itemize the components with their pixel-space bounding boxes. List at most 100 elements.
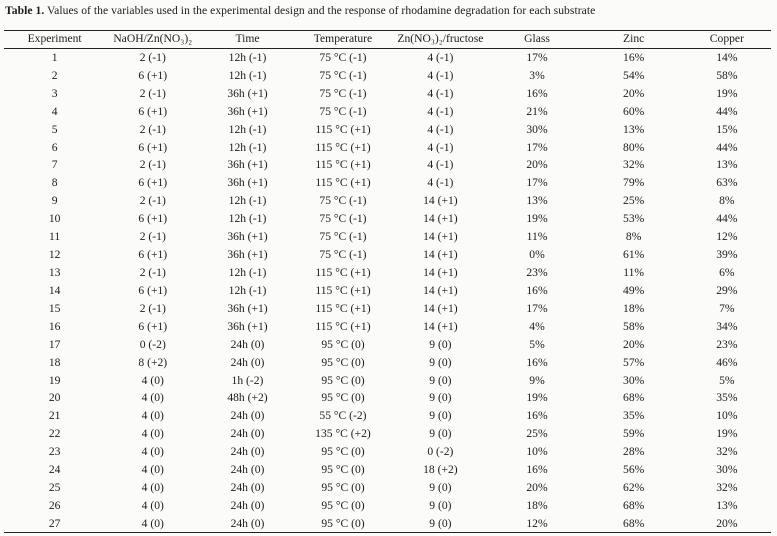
table-cell: 95 °C (0) (321, 391, 365, 405)
table-cell: 2 (-1) (139, 50, 166, 64)
table-cell: 1 (51, 50, 58, 64)
table-cell: 12h (-1) (228, 266, 267, 280)
table-cell: 9 (0) (429, 409, 452, 423)
table-cell: 6 (+1) (138, 176, 168, 190)
table-cell: 9% (529, 373, 545, 387)
table-cell: 44% (716, 212, 738, 226)
table-cell: 95 °C (0) (321, 481, 365, 495)
table-cell: 35% (716, 391, 738, 405)
table-cell: 0 (-2) (427, 445, 454, 459)
table-cell: 12% (716, 230, 738, 244)
table-cell: 4 (-1) (427, 50, 454, 64)
table-cell: 14 (+1) (423, 194, 458, 208)
table-cell: 32% (716, 481, 738, 495)
table-cell: 55 °C (-2) (319, 409, 367, 423)
table-row: 20 4 (0) 48h (+2) 95 °C (0) 9 (0) 19% 68% 35% (4, 389, 771, 407)
table-cell: 19% (716, 86, 738, 100)
table-cell: 18% (526, 499, 548, 512)
table-cell: 19% (526, 391, 548, 405)
table-cell: 21 (48, 409, 61, 423)
column-header-glass: Glass (489, 30, 585, 49)
table-cell: 115 °C (+1) (315, 266, 371, 280)
table-cell: 9 (0) (429, 499, 452, 512)
table-cell: 58% (716, 68, 738, 82)
table-cell: 9 (51, 194, 58, 208)
table-cell: 95 °C (0) (321, 463, 365, 477)
table-cell: 16% (526, 409, 548, 423)
table-cell: 21% (526, 104, 548, 118)
table-cell: 2 (-1) (139, 158, 166, 172)
experimental-design-table: Experiment NaOH/Zn(NO₃)₂ Time Temperatur… (4, 30, 771, 534)
table-cell: 95 °C (0) (321, 337, 365, 351)
table-cell: 23 (48, 445, 61, 459)
table-cell: 56% (623, 463, 645, 477)
table-cell: 24h (0) (230, 499, 265, 512)
table-cell: 13% (716, 158, 738, 172)
table-cell: 24h (0) (230, 445, 265, 459)
table-row: 9 2 (-1) 12h (-1) 75 °C (-1) 14 (+1) 13% 25% 8% (4, 192, 771, 210)
table-cell: 19 (48, 373, 61, 387)
table-cell: 13% (526, 194, 548, 208)
table-cell: 6 (+1) (138, 283, 168, 297)
column-header-naoh-ratio: NaOH/Zn(NO₃)₂ (105, 30, 201, 49)
table-cell: 12h (-1) (228, 283, 267, 297)
table-caption-label: Table 1. (5, 4, 45, 17)
table-cell: 25% (623, 194, 645, 208)
table-cell: 4 (0) (141, 373, 164, 387)
table-cell: 16% (623, 50, 645, 64)
table-row: 24 4 (0) 24h (0) 95 °C (0) 18 (+2) 16% 56% 30% (4, 461, 771, 479)
table-cell: 36h (+1) (227, 319, 268, 333)
table-cell: 115 °C (+1) (315, 301, 371, 315)
table-row: 6 6 (+1) 12h (-1) 115 °C (+1) 4 (-1) 17% 80% 44… (4, 138, 771, 156)
table-cell: 34% (716, 319, 738, 333)
table-cell: 10% (716, 409, 738, 423)
table-cell: 68% (623, 391, 645, 405)
table-cell: 4 (0) (141, 391, 164, 405)
table-cell: 29% (716, 283, 738, 297)
table-cell: 115 °C (+1) (315, 140, 371, 154)
table-row: 13 2 (-1) 12h (-1) 115 °C (+1) 14 (+1) 23% 11%… (4, 264, 771, 282)
table-cell: 4 (-1) (427, 104, 454, 118)
table-row: 1 2 (-1) 12h (-1) 75 °C (-1) 4 (-1) 17% 16% 14% (4, 48, 771, 66)
table-cell: 4 (51, 104, 58, 118)
table-cell: 32% (623, 158, 645, 172)
table-cell: 22 (48, 427, 61, 441)
column-header-zinc: Zinc (584, 30, 683, 49)
table-cell: 27 (48, 516, 61, 530)
table-cell: 95 °C (0) (321, 516, 365, 530)
table-cell: 17% (526, 50, 548, 64)
table-cell: 4% (529, 319, 545, 333)
table-cell: 23% (716, 337, 738, 351)
table-cell: 13 (48, 266, 61, 280)
table-cell: 18% (623, 301, 645, 315)
table-cell: 5% (529, 337, 545, 351)
table-cell: 10% (526, 445, 548, 459)
table-cell: 4 (0) (141, 463, 164, 477)
table-cell: 11 (49, 230, 61, 244)
table-row: 11 2 (-1) 36h (+1) 75 °C (-1) 14 (+1) 11% 8% 12… (4, 228, 771, 246)
table-cell: 17% (526, 140, 548, 154)
table-cell: 4 (-1) (427, 140, 454, 154)
table-cell: 75 °C (-1) (319, 68, 367, 82)
table-cell: 32% (716, 445, 738, 459)
table-cell: 14 (+1) (423, 301, 458, 315)
table-cell: 4 (-1) (427, 68, 454, 82)
table-cell: 4 (0) (141, 516, 164, 530)
table-cell: 4 (-1) (427, 158, 454, 172)
table-cell: 25% (526, 427, 548, 441)
table-cell: 12h (-1) (228, 194, 267, 208)
table-cell: 3% (529, 68, 545, 82)
table-cell: 63% (716, 176, 738, 190)
table-cell: 2 (-1) (139, 86, 166, 100)
table-cell: 12 (48, 248, 61, 262)
table-cell: 14% (716, 50, 738, 64)
table-cell: 24h (0) (230, 516, 265, 530)
table-cell: 30% (716, 463, 738, 477)
table-cell: 36h (+1) (227, 301, 268, 315)
table-cell: 75 °C (-1) (319, 212, 367, 226)
table-cell: 59% (623, 427, 645, 441)
table-cell: 11% (526, 230, 548, 244)
column-header-fructose-ratio: Zn(NO₃)₂/fructose (391, 30, 490, 49)
table-cell: 20% (623, 86, 645, 100)
